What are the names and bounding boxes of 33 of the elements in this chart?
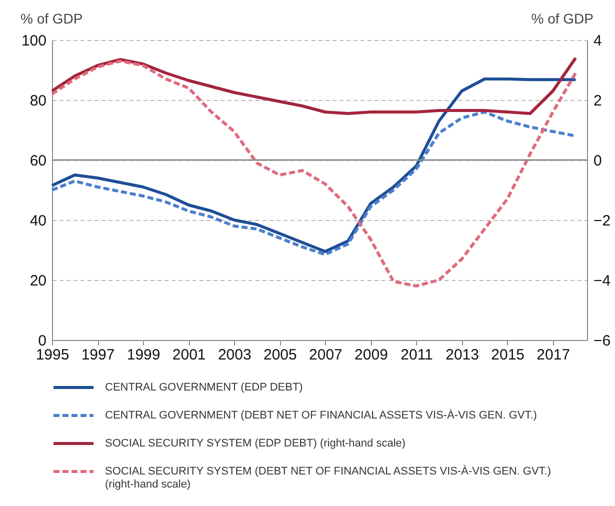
x-tick-label: 2001 (172, 346, 206, 364)
y2-tick-label: −6 (594, 332, 611, 350)
line-series (50, 78, 578, 253)
x-tick-label: 2009 (354, 346, 388, 364)
legend-label: SOCIAL SECURITY SYSTEM (EDP DEBT) (right-hand scale) (105, 438, 406, 450)
x-tick-label: 1995 (36, 346, 70, 364)
y-tick-label: 40 (30, 212, 46, 230)
x-tick-label: 2015 (491, 346, 525, 364)
y-tick-label: 100 (21, 32, 46, 50)
x-tick-label: 2013 (446, 346, 479, 364)
y2-axis-title: % of GDP (531, 10, 594, 26)
line-series (50, 60, 578, 288)
y2-tick-label: 0 (594, 152, 602, 170)
y2-tick-label: 4 (594, 32, 602, 50)
x-tick-label: 2007 (309, 346, 342, 364)
x-tick-label: 2005 (263, 346, 297, 364)
x-tick-label: 1999 (126, 346, 160, 364)
y-axis-title: % of GDP (20, 10, 83, 26)
legend-label: SOCIAL SECURITY SYSTEM (DEBT NET OF FINANCIAL ASSETS VIS-À-VIS GEN. GVT.) (right-hand scale) (105, 464, 551, 490)
y-tick-label: 0 (38, 332, 46, 350)
y2-tick-label: 2 (594, 92, 602, 110)
y-tick-label: 60 (30, 152, 46, 170)
y2-tick-label: −4 (594, 272, 611, 290)
legend-label: CENTRAL GOVERNMENT (DEBT NET OF FINANCIAL ASSETS VIS-À-VIS GEN. GVT.) (105, 408, 537, 422)
x-tick-label: 2017 (536, 346, 570, 364)
y-tick-label: 20 (30, 272, 46, 290)
line-series (50, 56, 578, 115)
y-tick-label: 80 (30, 92, 46, 110)
legend-label: CENTRAL GOVERNMENT (EDP DEBT) (105, 382, 303, 394)
x-tick-label: 2003 (218, 346, 252, 364)
x-tick-label: 1997 (81, 346, 115, 364)
y2-tick-label: −2 (594, 212, 611, 230)
x-tick-label: 2011 (400, 346, 433, 364)
